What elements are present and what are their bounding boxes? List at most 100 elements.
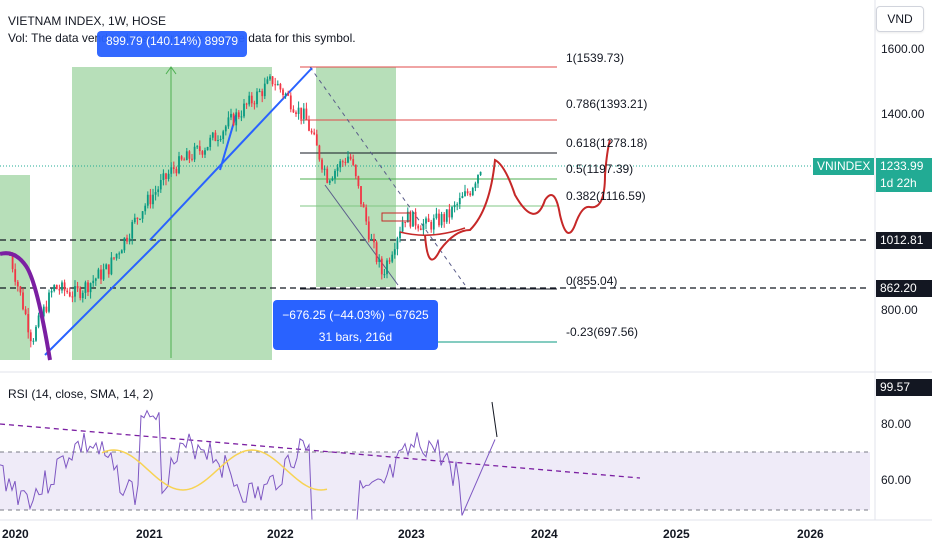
currency-button[interactable]: VND bbox=[876, 6, 924, 32]
candle-body bbox=[159, 180, 162, 190]
candle-body bbox=[42, 306, 45, 317]
fib-label-0382: 0.382(1116.59) bbox=[566, 189, 646, 203]
candle-body bbox=[367, 221, 370, 240]
candle-body bbox=[92, 280, 95, 284]
candle-body bbox=[224, 126, 227, 132]
candle-body bbox=[471, 187, 474, 196]
candle-body bbox=[243, 103, 245, 117]
candle-body bbox=[282, 89, 284, 96]
candle-body bbox=[209, 137, 212, 147]
candle-body bbox=[100, 269, 102, 280]
candle-body bbox=[222, 131, 225, 140]
candle-body bbox=[19, 286, 22, 293]
uptrend-line-2[interactable] bbox=[149, 67, 313, 241]
candle-body bbox=[263, 83, 266, 97]
countdown-tag: 1d 22h bbox=[876, 175, 932, 192]
candle-body bbox=[466, 191, 469, 194]
candle-body bbox=[165, 173, 167, 179]
candle-body bbox=[349, 156, 352, 160]
candle-body bbox=[458, 198, 461, 205]
measure-line2: 31 bars, 216d bbox=[318, 330, 393, 344]
candle-body bbox=[66, 290, 69, 293]
projection-path[interactable] bbox=[424, 139, 611, 261]
candle-body bbox=[180, 156, 183, 160]
rsi-trendline[interactable] bbox=[0, 423, 641, 479]
candle-body bbox=[469, 193, 472, 196]
symbol-title[interactable]: VIETNAM INDEX, 1W, HOSE bbox=[8, 14, 167, 28]
candle-body bbox=[167, 173, 170, 179]
candle-body bbox=[399, 231, 401, 239]
candle-body bbox=[334, 170, 336, 179]
highlight-box[interactable] bbox=[381, 212, 411, 222]
candle-body bbox=[341, 161, 344, 163]
candle-body bbox=[391, 254, 394, 262]
candle-body bbox=[185, 151, 188, 161]
candle-body bbox=[50, 290, 53, 293]
measure-rect-up bbox=[72, 67, 272, 360]
rsi-title[interactable]: RSI (14, close, SMA, 14, 2) bbox=[8, 387, 154, 401]
fib-retracement[interactable] bbox=[300, 66, 557, 343]
candle-body bbox=[354, 164, 357, 177]
candle-body bbox=[196, 146, 199, 148]
candle-body bbox=[375, 242, 378, 262]
candle-body bbox=[152, 194, 154, 205]
price-tick: 800.00 bbox=[881, 303, 918, 317]
uptrend-line-1[interactable] bbox=[44, 239, 161, 356]
rsi-band bbox=[0, 452, 870, 510]
candle-body bbox=[464, 191, 466, 196]
candle-body bbox=[432, 218, 435, 230]
fib-label-05: 0.5(1197.39) bbox=[566, 162, 634, 176]
candle-body bbox=[360, 186, 362, 205]
drawing-curve-purple[interactable] bbox=[0, 251, 52, 361]
candle-body bbox=[32, 340, 35, 342]
candle-body bbox=[214, 132, 217, 142]
candle-body bbox=[94, 278, 97, 281]
level-tag-1012: 1012.81 bbox=[876, 232, 932, 249]
candle-body bbox=[157, 189, 160, 193]
candle-body bbox=[144, 205, 147, 212]
candle-body bbox=[269, 76, 271, 80]
candle-body bbox=[388, 260, 391, 262]
measure-label-up[interactable]: 899.79 (140.14%) 89979 bbox=[97, 31, 247, 57]
time-label: 2021 bbox=[136, 527, 163, 541]
candle-body bbox=[271, 76, 274, 85]
candle-body bbox=[76, 286, 79, 289]
candle-body bbox=[357, 176, 360, 187]
candle-body bbox=[404, 222, 407, 224]
candle-body bbox=[300, 107, 303, 119]
candle-body bbox=[326, 168, 329, 183]
candle-body bbox=[162, 173, 165, 181]
candle-body bbox=[227, 117, 230, 127]
candle-body bbox=[336, 167, 339, 171]
candle-body bbox=[206, 146, 209, 151]
candle-body bbox=[261, 91, 264, 97]
fib-label-1: 1(1539.73) bbox=[566, 51, 625, 65]
candle-body bbox=[386, 260, 388, 275]
candle-body bbox=[55, 285, 58, 290]
candle-body bbox=[27, 314, 30, 333]
rsi-marker-line[interactable] bbox=[491, 401, 498, 438]
projection-path-2[interactable] bbox=[399, 227, 466, 236]
candle-body bbox=[287, 93, 290, 96]
candle-body bbox=[383, 274, 386, 276]
candle-body bbox=[380, 258, 383, 275]
candle-body bbox=[401, 222, 404, 232]
candle-body bbox=[63, 282, 66, 291]
measure-line1: −676.25 (−44.03%) −67625 bbox=[282, 308, 429, 322]
candle-body bbox=[74, 286, 76, 297]
candle-body bbox=[365, 207, 368, 222]
measure-label-down[interactable]: −676.25 (−44.03%) −67625 31 bars, 216d bbox=[273, 300, 438, 350]
candle-body bbox=[430, 221, 433, 230]
candle-body bbox=[347, 156, 349, 163]
candle-body bbox=[266, 79, 269, 84]
last-price-tag: 1233.99 bbox=[876, 158, 932, 175]
candle-body bbox=[313, 132, 316, 135]
candle-body bbox=[235, 112, 238, 126]
candle-body bbox=[448, 209, 451, 218]
channel-line[interactable] bbox=[324, 184, 399, 286]
candle-body bbox=[451, 207, 453, 218]
time-label: 2024 bbox=[531, 527, 558, 541]
candle-body bbox=[445, 209, 448, 222]
candle-body bbox=[24, 309, 27, 315]
